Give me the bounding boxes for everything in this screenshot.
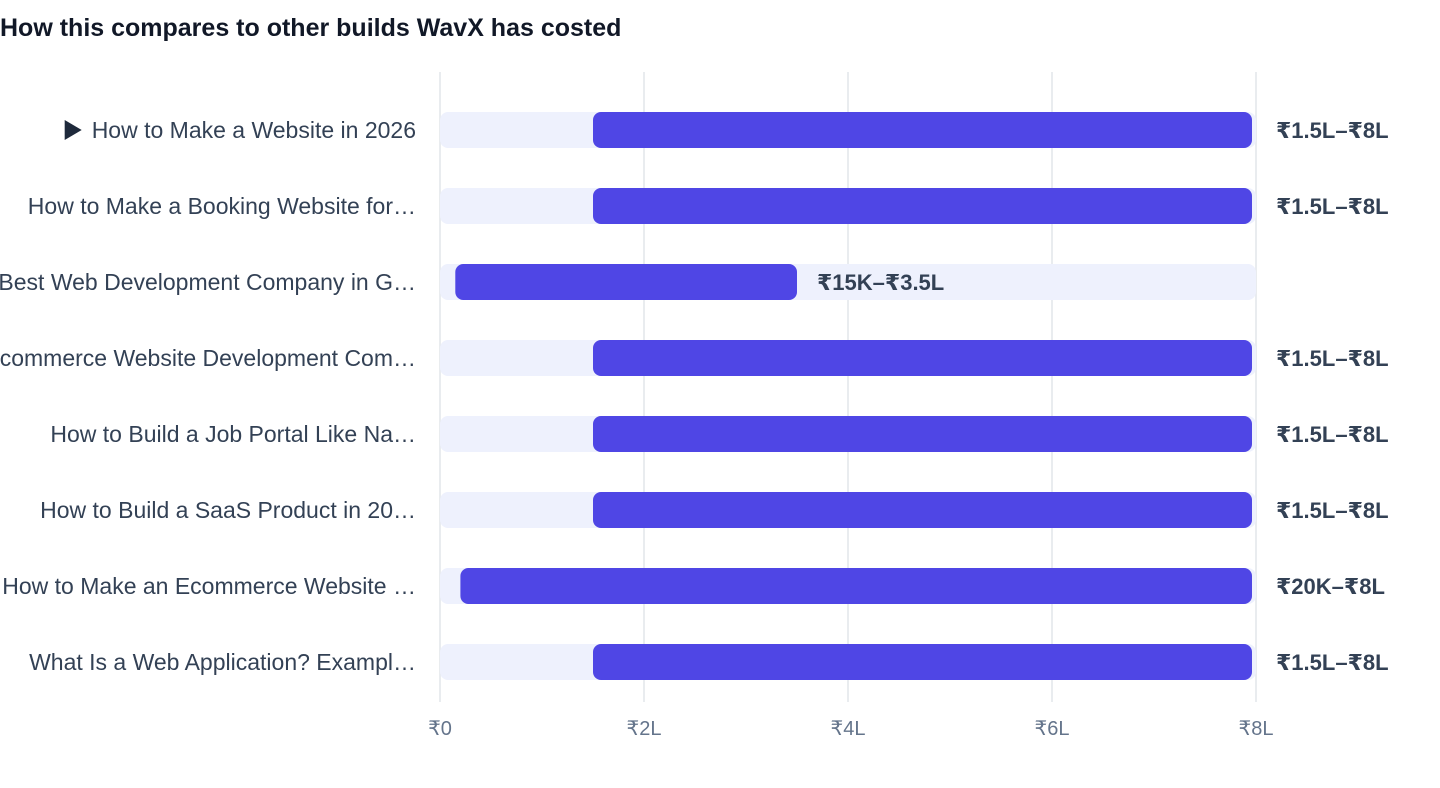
category-label[interactable]: Ecommerce Website Development Com… [0,345,416,371]
play-triangle-icon[interactable] [64,120,82,140]
range-bar[interactable] [593,416,1252,452]
chart-row[interactable]: What Is a Web Application? Exampl… ₹1.5L–… [29,644,1389,680]
value-label: ₹1.5L–₹8L [1276,498,1389,523]
category-label[interactable]: How to Build a SaaS Product in 20… [40,497,416,523]
value-label: ₹1.5L–₹8L [1276,650,1389,675]
value-label: ₹1.5L–₹8L [1276,194,1389,219]
chart-row[interactable]: Best Web Development Company in G… ₹15K–₹… [0,264,1256,300]
x-tick-label: ₹0 [428,718,452,740]
range-bar[interactable] [593,340,1252,376]
chart-title: How this compares to other builds WavX h… [0,14,622,42]
value-label: ₹1.5L–₹8L [1276,118,1389,143]
value-label: ₹1.5L–₹8L [1276,422,1389,447]
category-label[interactable]: How to Make an Ecommerce Website … [2,573,416,599]
range-bar[interactable] [593,188,1252,224]
chart-row[interactable]: Ecommerce Website Development Com… ₹1.5L–… [0,340,1389,376]
chart-row[interactable]: How to Build a Job Portal Like Na… ₹1.5L–… [50,416,1389,452]
value-label: ₹1.5L–₹8L [1276,346,1389,371]
chart-row[interactable]: How to Make a Booking Website for… ₹1.5L–… [28,188,1389,224]
value-label: ₹15K–₹3.5L [817,270,944,295]
range-bar[interactable] [593,112,1252,148]
x-axis-ticks: ₹0 ₹2L ₹4L ₹6L ₹8L [428,718,1273,740]
range-bar[interactable] [593,644,1252,680]
gridlines [439,72,1257,702]
value-label: ₹20K–₹8L [1276,574,1385,599]
chart-row[interactable]: How to Make an Ecommerce Website … ₹20K–₹… [2,568,1385,604]
range-bar[interactable] [455,264,797,300]
category-label[interactable]: How to Make a Booking Website for… [28,193,416,219]
category-label[interactable]: What Is a Web Application? Exampl… [29,649,416,675]
x-tick-label: ₹6L [1035,718,1070,740]
x-tick-label: ₹4L [831,718,866,740]
x-tick-label: ₹8L [1239,718,1274,740]
category-label[interactable]: How to Build a Job Portal Like Na… [50,421,416,447]
chart-row[interactable]: How to Make a Website in 2026 ₹1.5L–₹8L [64,112,1389,148]
chart-row[interactable]: How to Build a SaaS Product in 20… ₹1.5L–… [40,492,1389,528]
x-tick-label: ₹2L [627,718,662,740]
range-bar[interactable] [460,568,1252,604]
category-label[interactable]: How to Make a Website in 2026 [92,117,416,143]
category-label[interactable]: Best Web Development Company in G… [0,269,416,295]
chart-rows: How to Make a Website in 2026 ₹1.5L–₹8LHo… [0,112,1389,680]
range-bar[interactable] [593,492,1252,528]
